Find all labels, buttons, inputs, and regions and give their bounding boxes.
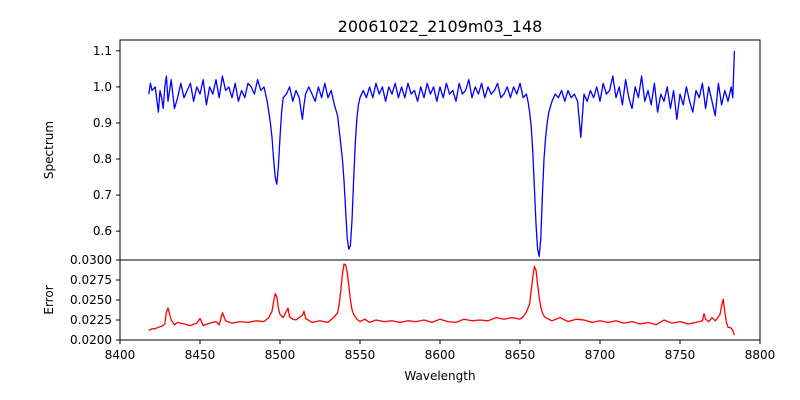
error-y-tick-label: 0.0275 — [70, 273, 112, 287]
error-y-tick-label: 0.0225 — [70, 313, 112, 327]
spectrum-series — [148, 50, 736, 258]
error-line — [148, 263, 736, 336]
x-axis-label: Wavelength — [404, 369, 475, 383]
error-y-tick-label: 0.0300 — [70, 253, 112, 267]
x-tick-label: 8650 — [505, 348, 536, 362]
spectrum-y-tick-label: 0.8 — [93, 152, 112, 166]
error-series — [148, 263, 736, 336]
spectrum-line — [148, 50, 736, 258]
x-tick-label: 8550 — [345, 348, 376, 362]
x-tick-label: 8700 — [585, 348, 616, 362]
error-y-axis-label: Error — [42, 285, 56, 314]
x-tick-label: 8450 — [185, 348, 216, 362]
error-y-tick-label: 0.0250 — [70, 293, 112, 307]
spectrum-plot-area — [120, 40, 760, 260]
spectrum-y-tick-label: 0.9 — [93, 116, 112, 130]
spectrum-y-tick-label: 1.0 — [93, 80, 112, 94]
x-tick-label: 8600 — [425, 348, 456, 362]
error-plot-area — [120, 260, 760, 340]
error-y-tick-label: 0.0200 — [70, 333, 112, 347]
chart-title: 20061022_2109m03_148 — [338, 17, 543, 37]
x-tick-label: 8800 — [745, 348, 776, 362]
spectrum-y-tick-label: 0.7 — [93, 188, 112, 202]
x-tick-label: 8500 — [265, 348, 296, 362]
wavelength-x-ticks: 8400 8450 8500 8550 8600 8650 8700 8750 8800 — [105, 340, 776, 362]
spectrum-panel: 0.60.70.80.91.01.1 20061022_2109m03_148 … — [42, 17, 761, 261]
error-y-ticks: 0.0200 0.0225 0.0250 0.0275 0.0300 — [70, 253, 120, 347]
x-tick-label: 8400 — [105, 348, 136, 362]
error-axes-frame — [119, 259, 761, 341]
x-tick-label: 8750 — [665, 348, 696, 362]
spectrum-y-axis-label: Spectrum — [42, 121, 56, 179]
spectrum-y-ticks: 0.6 0.7 0.8 0.9 1.0 1.1 — [93, 44, 120, 238]
spectrum-y-tick-label: 1.1 — [93, 44, 112, 58]
spectrum-y-tick-label: 0.6 — [93, 224, 112, 238]
